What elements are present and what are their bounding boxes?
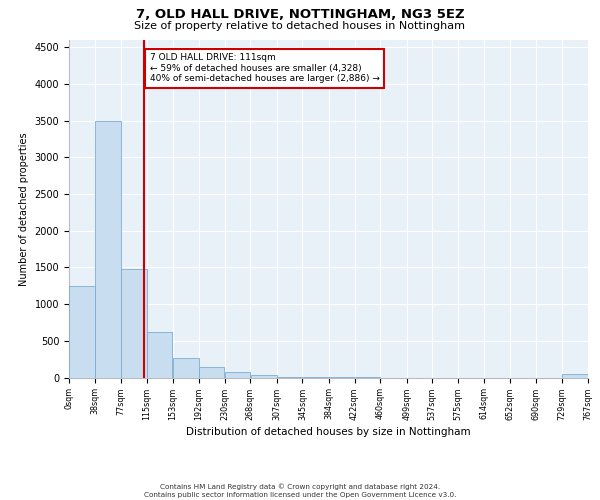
Text: 7 OLD HALL DRIVE: 111sqm
← 59% of detached houses are smaller (4,328)
40% of sem: 7 OLD HALL DRIVE: 111sqm ← 59% of detach… (149, 53, 379, 83)
Bar (562, 374, 588, 378)
Bar (95, 120, 121, 378)
Text: Contains HM Land Registry data © Crown copyright and database right 2024.
Contai: Contains HM Land Registry data © Crown c… (144, 484, 456, 498)
X-axis label: Distribution of detached houses by size in Nottingham: Distribution of detached houses by size … (186, 427, 471, 437)
Bar (69, 286, 95, 378)
Bar (225, 372, 250, 378)
Bar (277, 377, 302, 378)
Bar (147, 332, 172, 378)
Text: 7, OLD HALL DRIVE, NOTTINGHAM, NG3 5EZ: 7, OLD HALL DRIVE, NOTTINGHAM, NG3 5EZ (136, 8, 464, 20)
Bar (173, 358, 199, 378)
Bar (251, 376, 277, 378)
Bar (199, 367, 224, 378)
Text: Size of property relative to detached houses in Nottingham: Size of property relative to detached ho… (134, 21, 466, 31)
Bar (121, 269, 146, 378)
Y-axis label: Number of detached properties: Number of detached properties (19, 132, 29, 286)
